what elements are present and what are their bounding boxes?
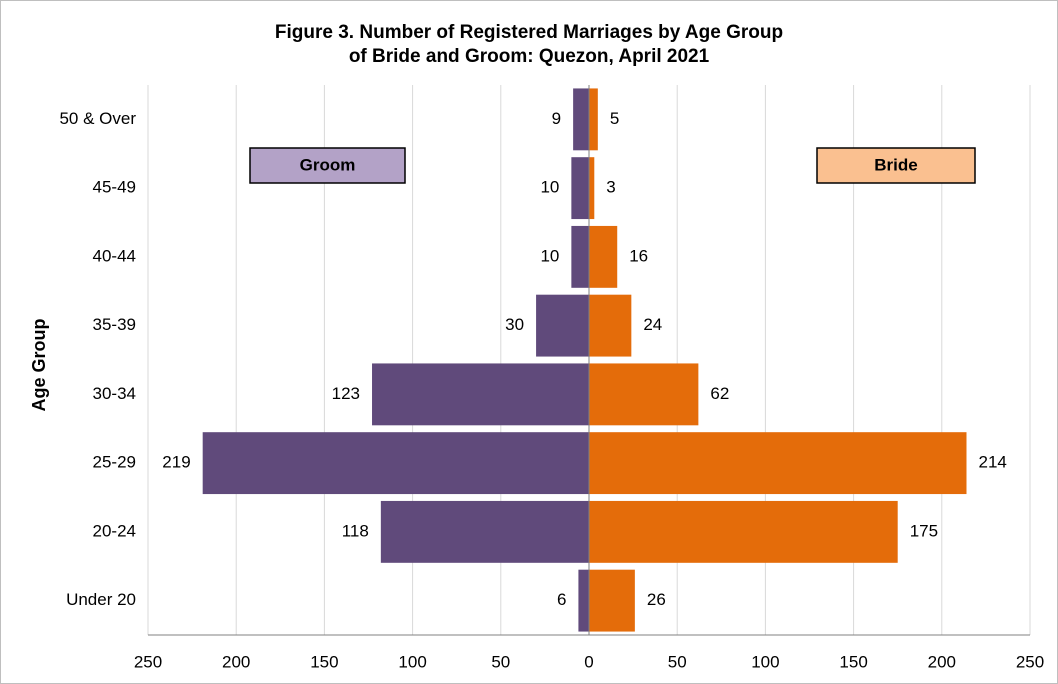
y-tick-label: 50 & Over [59, 109, 136, 128]
y-tick-label: Under 20 [66, 590, 136, 609]
data-label: 24 [643, 315, 662, 334]
x-tick-label: 250 [134, 652, 162, 671]
x-tick-label: 150 [310, 652, 338, 671]
chart-title: of Bride and Groom: Quezon, April 2021 [349, 46, 710, 67]
bar [571, 157, 589, 220]
bar [573, 88, 589, 151]
y-tick-label: 30-34 [93, 384, 136, 403]
x-tick-label: 0 [584, 652, 593, 671]
data-label: 10 [540, 246, 559, 265]
bar [589, 500, 898, 563]
data-label: 16 [629, 246, 648, 265]
bar [589, 294, 632, 357]
data-label: 214 [978, 453, 1006, 472]
data-label: 6 [557, 590, 566, 609]
data-label: 9 [552, 109, 561, 128]
y-tick-label: 45-49 [93, 178, 136, 197]
data-label: 5 [610, 109, 619, 128]
x-tick-label: 50 [491, 652, 510, 671]
x-tick-label: 200 [928, 652, 956, 671]
data-label: 30 [505, 315, 524, 334]
bar [589, 363, 699, 426]
x-tick-label: 100 [751, 652, 779, 671]
legend-box [249, 147, 406, 184]
data-label: 118 [342, 521, 369, 540]
bar [571, 225, 589, 288]
x-tick-label: 250 [1016, 652, 1044, 671]
x-tick-label: 150 [839, 652, 867, 671]
bar [589, 225, 618, 288]
bar [380, 500, 589, 563]
bar [202, 432, 589, 495]
bar [589, 88, 598, 151]
y-tick-label: 20-24 [93, 521, 136, 540]
data-label: 175 [910, 521, 938, 540]
legend-label: Bride [874, 155, 917, 174]
chart-title: Figure 3. Number of Registered Marriages… [275, 22, 783, 43]
legend-box [816, 147, 976, 184]
bar [589, 157, 595, 220]
y-axis-title: Age Group [29, 318, 49, 411]
data-label: 10 [540, 178, 559, 197]
data-label: 26 [647, 590, 666, 609]
x-tick-label: 100 [398, 652, 426, 671]
y-tick-label: 40-44 [93, 246, 136, 265]
y-tick-label: 35-39 [93, 315, 136, 334]
data-label: 123 [332, 384, 360, 403]
data-label: 3 [606, 178, 615, 197]
legend-label: Groom [300, 155, 356, 174]
y-tick-label: 25-29 [93, 453, 136, 472]
x-tick-label: 50 [668, 652, 687, 671]
bar [589, 569, 635, 632]
bar [589, 432, 967, 495]
bar [578, 569, 589, 632]
data-label: 62 [710, 384, 729, 403]
data-label: 219 [162, 453, 190, 472]
bar [372, 363, 589, 426]
x-tick-label: 200 [222, 652, 250, 671]
bar [536, 294, 589, 357]
